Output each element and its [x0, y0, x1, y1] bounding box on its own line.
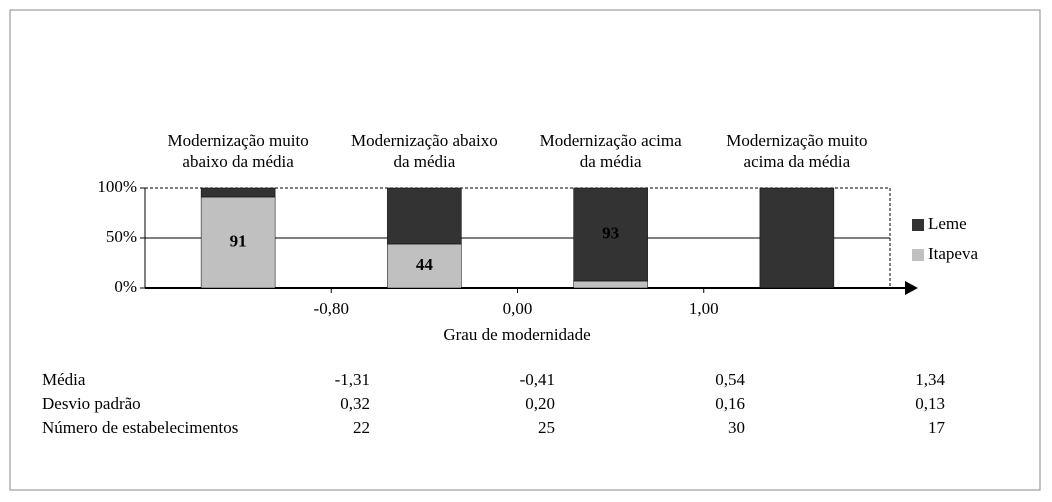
x-tick-label: -0,80 — [314, 299, 349, 318]
cell: -0,41 — [520, 370, 555, 389]
row-label: Média — [42, 370, 86, 389]
y-tick-label: 0% — [114, 277, 137, 296]
category-label: Modernização acima da média — [539, 131, 682, 171]
cell: 17 — [928, 418, 946, 437]
bar-segment — [759, 187, 835, 289]
cell: 22 — [353, 418, 370, 437]
bar-segment — [387, 243, 462, 289]
x-axis-label: Grau de modernidade — [443, 325, 590, 344]
x-axis-arrow — [905, 281, 918, 295]
legend-swatch — [912, 219, 924, 231]
bar-segment — [200, 196, 276, 289]
data-label: 91 — [230, 231, 247, 250]
legend-label: Leme — [928, 214, 967, 233]
cell: 25 — [538, 418, 555, 437]
cell: 0,20 — [525, 394, 555, 413]
bar-segment — [573, 187, 648, 282]
y-tick-label: 50% — [106, 227, 137, 246]
x-tick-label: 1,00 — [689, 299, 719, 318]
cell: 0,54 — [715, 370, 745, 389]
y-tick-label: 100% — [97, 177, 137, 196]
category-label: Modernização muito acima da média — [726, 131, 868, 171]
bar-segment — [387, 187, 462, 245]
category-label: Modernização abaixo da média — [350, 131, 498, 171]
x-tick-label: 0,00 — [503, 299, 533, 318]
data-label: 93 — [602, 223, 619, 242]
legend-label: Itapeva — [928, 244, 978, 263]
row-label: Número de estabelecimentos — [42, 418, 238, 437]
data-label: 44 — [416, 255, 434, 274]
frame — [9, 9, 1041, 491]
cell: 0,13 — [915, 394, 945, 413]
cell: -1,31 — [335, 370, 370, 389]
cell: 0,16 — [715, 394, 745, 413]
row-label: Desvio padrão — [42, 394, 141, 413]
bar-segment — [573, 280, 648, 289]
cell: 0,32 — [340, 394, 370, 413]
cell: 1,34 — [915, 370, 945, 389]
category-label: Modernização muito abaixo da média — [167, 131, 309, 171]
legend-swatch — [912, 249, 924, 261]
bar-segment — [200, 187, 276, 198]
cell: 30 — [728, 418, 745, 437]
